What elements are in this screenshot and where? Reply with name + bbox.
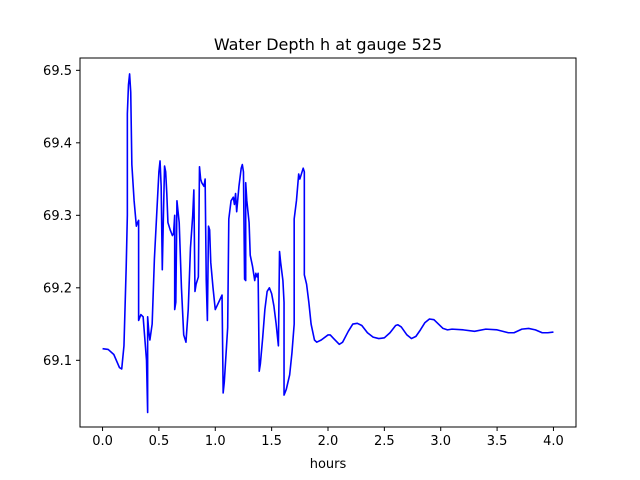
x-axis-label: hours (310, 457, 347, 472)
y-tick-label: 69.3 (43, 209, 72, 224)
x-tick-label: 1.5 (261, 434, 282, 449)
x-tick-label: 0.5 (149, 434, 170, 449)
x-tick-label: 2.5 (374, 434, 395, 449)
y-tick-label: 69.4 (43, 136, 72, 151)
y-axis: 69.1 69.2 69.3 69.4 69.5 (43, 64, 80, 369)
x-axis: 0.0 0.5 1.0 1.5 2.0 2.5 3.0 3.5 4.0 (92, 427, 564, 449)
y-tick-label: 69.1 (43, 354, 72, 369)
y-tick-label: 69.2 (43, 281, 72, 296)
x-tick-label: 2.0 (318, 434, 339, 449)
x-tick-label: 3.0 (430, 434, 451, 449)
x-tick-label: 3.5 (487, 434, 508, 449)
x-tick-label: 1.0 (205, 434, 226, 449)
x-tick-label: 4.0 (543, 434, 564, 449)
y-tick-label: 69.5 (43, 64, 72, 79)
series-line-0 (102, 73, 554, 414)
x-tick-label: 0.0 (92, 434, 113, 449)
chart-title: Water Depth h at gauge 525 (214, 35, 442, 54)
